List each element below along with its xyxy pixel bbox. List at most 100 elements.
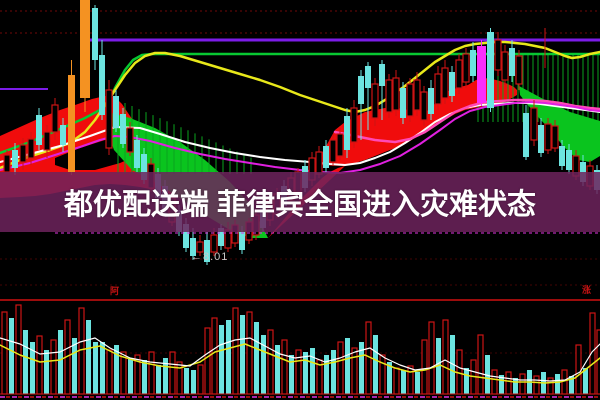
candle-down [60,125,66,145]
price-annotation: ←8.01 [191,251,229,263]
candle-up [350,107,358,143]
volume-bar-down [219,325,224,394]
candle-down [141,154,147,180]
volume-bar-up [50,339,57,395]
volume-bar-up [106,349,113,395]
candle-down [12,150,18,168]
volume-bar-down [289,355,294,394]
candle-down [239,232,245,250]
candle-down [470,50,476,76]
volume-bar-up [428,321,435,395]
candle-down [523,113,529,157]
candle-up [19,144,27,163]
candle-up [336,133,344,157]
volume-bar-down [44,350,49,394]
candle-up [126,127,134,153]
volume-bar-up [204,327,211,395]
candle-down [218,228,224,246]
volume-bar-down [555,374,560,394]
volume-ma-yellow [0,343,600,384]
volume-bar-up [211,317,218,395]
ma-line-pink [333,98,600,144]
volume-bar-up [491,369,498,395]
candle-down [358,76,364,104]
volume-bar-up [36,335,43,395]
volume-bar-down [345,338,350,394]
volume-marker-right-icon: 涨 [582,285,592,295]
candle-down [566,150,572,170]
headline-text: 都优配送端 菲律宾全国进入灾难状态 [63,189,537,221]
volume-bar-up [246,311,253,395]
volume-bar-up [379,354,386,395]
candle-down [36,115,42,145]
volume-bar-down [226,320,231,394]
ma-line-magenta [0,101,600,174]
ma-line-yellow [0,40,600,170]
candle-up [27,138,35,159]
candle-up [515,55,523,85]
volume-bar-up [533,375,540,395]
volume-bar-down [401,370,406,394]
volume-bar-down [184,368,189,394]
volume-bar-down [156,365,161,394]
volume-bar-up [1,311,8,395]
volume-bar-down [100,342,105,394]
volume-bar-down [261,335,266,394]
volume-bar-down [240,315,245,394]
ribbon-green-right [519,86,600,162]
volume-bar-down [331,350,336,394]
candle-up [385,79,393,113]
volume-bar-up [15,304,22,395]
candle-up [406,83,414,117]
volume-bar-up [442,319,449,395]
volume-bar-down [72,338,77,394]
candle-down [204,240,210,262]
volume-bar-down [310,348,315,394]
candle-up [196,241,204,253]
volume-bar-up [232,307,239,395]
candle-up [494,39,502,71]
candle-down [379,64,385,86]
candle-down [538,125,544,153]
candle-down [113,96,119,128]
volume-bar-up [407,365,414,395]
volume-bar-down [30,342,35,394]
candle-up [329,139,337,163]
candle-down [449,72,455,96]
volume-bar-up [78,307,85,395]
volume-bar-down [93,342,98,394]
candle-up [371,83,379,119]
candle-up [501,51,509,81]
volume-bar-down [303,352,308,394]
candle-up [105,89,113,149]
volume-bar-up [337,341,344,395]
candle-down [120,114,126,144]
candle-up [530,107,538,141]
candle-up [392,77,400,111]
volume-bar-down [499,375,504,394]
volume-bar-up [281,339,288,395]
candle-down [428,88,434,114]
volume-bar-down [485,355,490,394]
volume-bar-down [142,360,147,394]
volume-bar-down [387,362,392,394]
volume-bar-down [324,355,329,394]
volume-bar-up [169,351,176,395]
volume-bar-down [569,376,574,394]
candle-down [365,66,371,88]
volume-bar-down [191,370,196,394]
volume-bar-down [86,320,91,394]
candle-down [400,88,406,118]
volume-bar-down [9,318,14,394]
candle-up [420,91,428,121]
candle-up [434,73,442,105]
volume-bar-down [23,330,28,394]
headline-banner[interactable]: 都优配送端 菲律宾全国进入灾难状态 [0,172,600,232]
candle-down [323,146,329,168]
candle-down [559,146,565,166]
volume-bar-down [254,322,259,394]
candle-down [190,238,196,256]
candle-down [99,55,105,115]
volume-bar-up [148,351,155,395]
